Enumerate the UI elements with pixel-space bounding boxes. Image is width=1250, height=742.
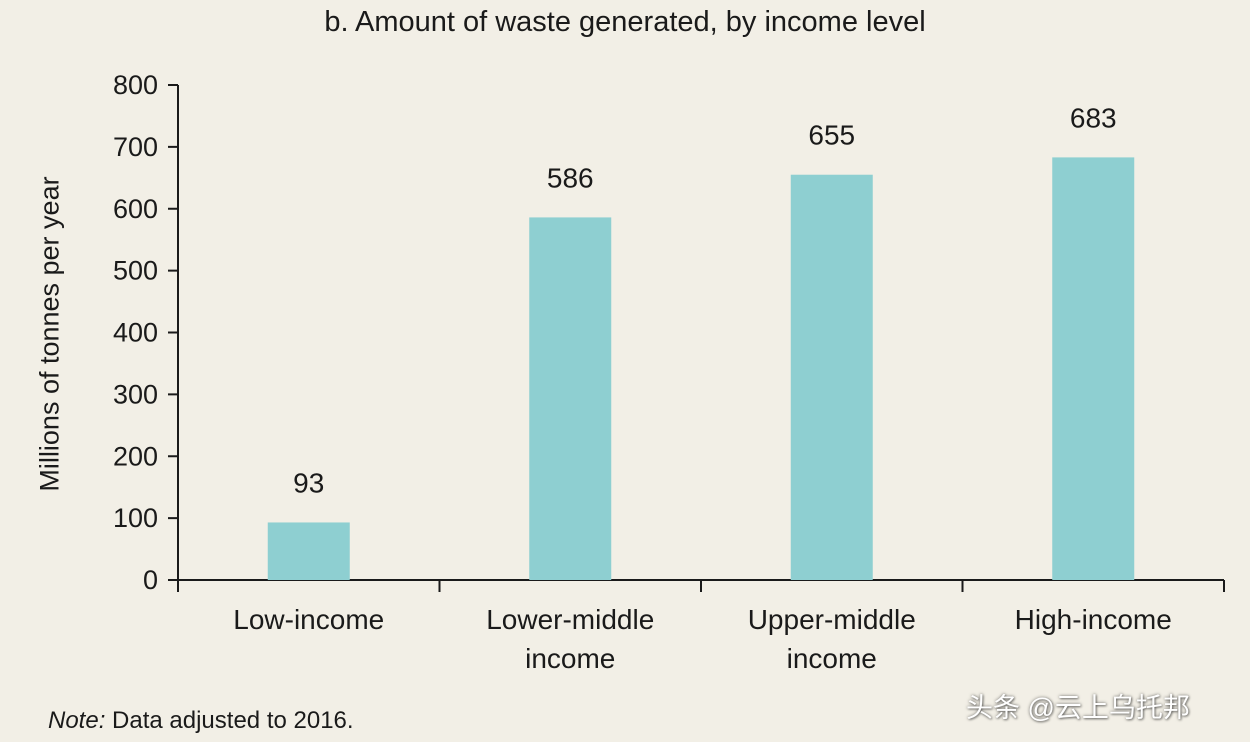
y-tick-label: 100 — [113, 503, 158, 533]
watermark: 头条 @云上乌托邦 — [966, 693, 1190, 723]
x-tick-label: income — [525, 643, 615, 674]
note-lead: Note: — [48, 707, 106, 734]
data-label: 93 — [293, 467, 324, 498]
y-tick-label: 200 — [113, 441, 158, 471]
y-tick-label: 500 — [113, 256, 158, 286]
chart-title: b. Amount of waste generated, by income … — [324, 6, 926, 38]
x-tick-label: Low-income — [233, 604, 384, 635]
chart-note: Note: Data adjusted to 2016. — [48, 706, 354, 736]
y-tick-label: 600 — [113, 194, 158, 224]
y-tick-label: 800 — [113, 70, 158, 100]
x-tick-label: Lower-middle — [486, 604, 654, 635]
bar — [267, 522, 350, 580]
bar — [790, 174, 873, 580]
y-tick-label: 300 — [113, 379, 158, 409]
x-tick-label: Upper-middle — [748, 604, 916, 635]
data-label: 586 — [547, 162, 594, 193]
x-tick-label: High-income — [1015, 604, 1172, 635]
bars — [267, 157, 1135, 581]
data-label: 655 — [808, 120, 855, 151]
category-labels: Low-income Lower-middle income Upper-middle… — [233, 604, 1172, 674]
x-tick-label: income — [787, 643, 877, 674]
y-tick-label: 700 — [113, 132, 158, 162]
y-tick-label: 0 — [143, 565, 158, 595]
data-label: 683 — [1070, 102, 1117, 133]
bar — [1052, 157, 1135, 581]
axes: 0 100 200 300 400 500 600 700 800 — [113, 70, 1225, 595]
y-tick-label: 400 — [113, 318, 158, 348]
value-labels: 93 586 655 683 — [293, 102, 1116, 498]
bar — [529, 217, 612, 580]
note-text: Data adjusted to 2016. — [105, 707, 354, 734]
